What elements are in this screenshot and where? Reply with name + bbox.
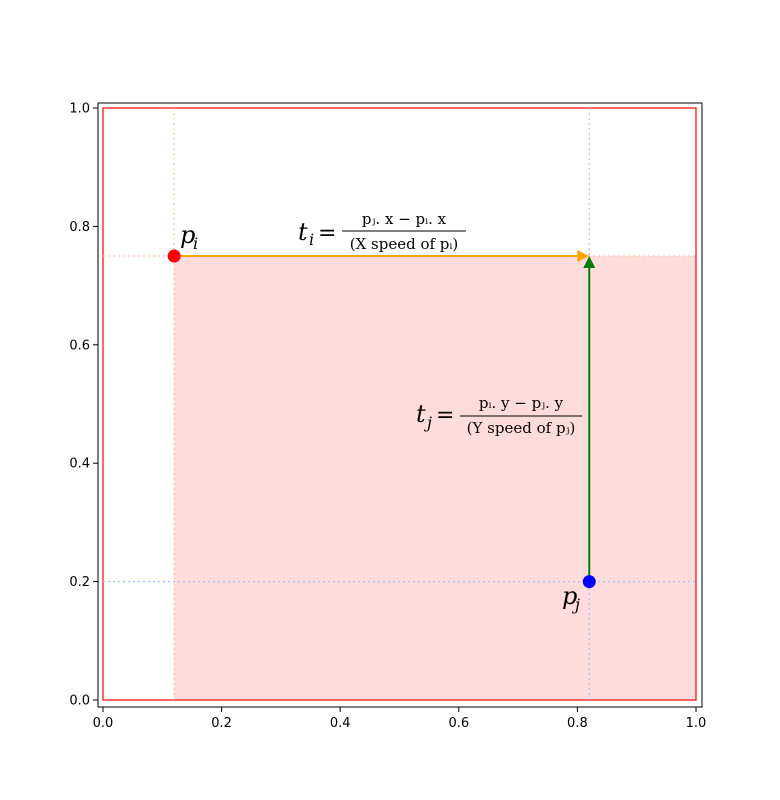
tj-lhs-sub: j (424, 413, 432, 432)
point-label-pi: p i (180, 221, 198, 253)
x-tick-label: 0.6 (448, 716, 469, 731)
ti-lhs-sub: i (309, 230, 314, 249)
arrow-tj-head (583, 256, 596, 268)
y-tick-label: 0.0 (69, 694, 90, 709)
pi-label-base: p (180, 221, 195, 249)
x-tick-label: 0.4 (330, 716, 351, 731)
y-tick-label: 0.8 (69, 220, 90, 235)
axes-frame (97, 102, 703, 708)
pj-label-sub: j (572, 595, 580, 614)
shaded-region (174, 256, 696, 700)
point-pj (582, 575, 596, 589)
tj-denominator: (Y speed of pⱼ) (467, 419, 576, 437)
annotation-ti: t i = pⱼ. x − pᵢ. x (X speed of pᵢ) (298, 210, 466, 253)
x-tick-label: 0.2 (211, 716, 232, 731)
ti-denominator: (X speed of pᵢ) (350, 235, 459, 253)
pj-label-base: p (562, 582, 577, 610)
x-tick-label: 1.0 (686, 716, 707, 731)
point-pi (167, 249, 181, 263)
tj-numerator: pᵢ. y − pⱼ. y (479, 394, 564, 412)
tj-lhs-base: t (416, 400, 426, 428)
y-tick-label: 1.0 (69, 102, 90, 117)
point-label-pj: p j (562, 582, 580, 614)
y-tick-label: 0.4 (69, 457, 90, 472)
ti-lhs-base: t (298, 218, 308, 246)
y-tick-label: 0.2 (69, 575, 90, 590)
pi-label-sub: i (193, 234, 198, 253)
points-layer (167, 249, 596, 589)
x-tick-label: 0.8 (567, 716, 588, 731)
ti-numerator: pⱼ. x − pᵢ. x (362, 210, 447, 228)
arrows-layer (174, 250, 596, 582)
x-tick-label: 0.0 (93, 716, 114, 731)
arrow-ti-head (577, 250, 590, 262)
shaded-region-layer (174, 256, 696, 700)
ti-eq: = (318, 221, 336, 246)
tj-eq: = (436, 403, 454, 428)
boundary-box (102, 107, 697, 701)
boundary-layer (102, 107, 697, 701)
y-tick-label: 0.6 (69, 338, 90, 353)
ticks-layer: 0.0 0.2 0.4 0.6 0.8 1.0 0.0 0.2 0.4 0.6 0.8 1.0 (69, 102, 706, 732)
annotation-tj: t j = pᵢ. y − pⱼ. y (Y speed of pⱼ) (416, 394, 582, 437)
